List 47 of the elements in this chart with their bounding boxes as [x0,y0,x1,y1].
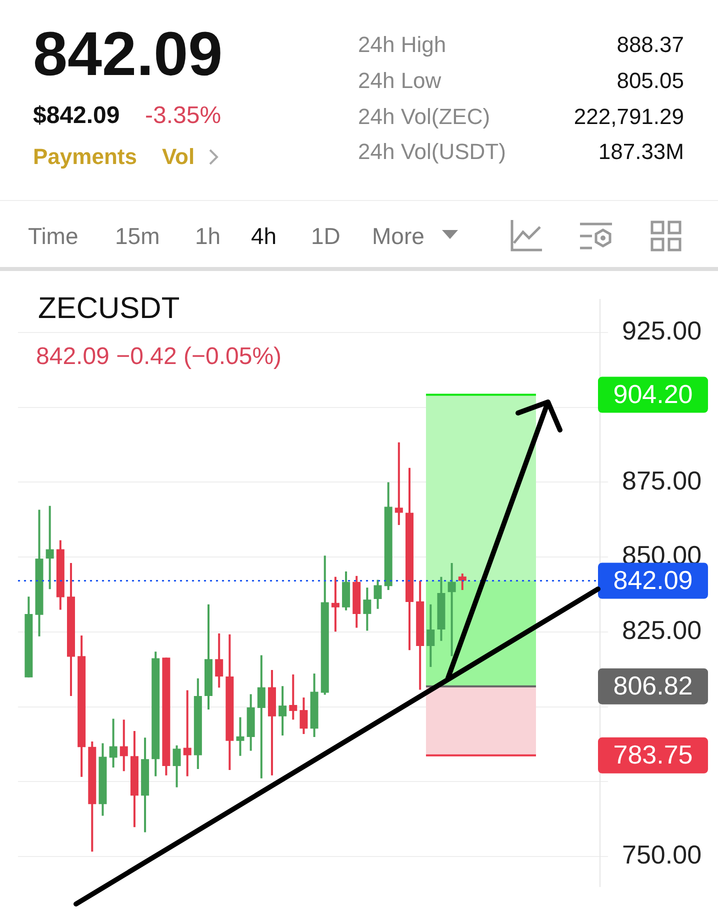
candlestick [300,696,308,736]
text: -3.35% [145,102,222,129]
text: Vol [162,144,195,169]
candlestick [172,744,181,788]
ref-line-label: 806.82 [613,670,693,701]
y-tick-label: 750.00 [622,840,702,870]
chart-title: ZECUSDT [38,292,180,325]
text: 24h High [358,32,446,57]
ref-line-label: 904.20 [613,378,693,409]
candlestick [257,654,266,780]
candlestick [374,578,382,610]
candlestick [46,504,54,590]
text: 187.33M [598,139,684,164]
text: 24h Low [358,68,442,93]
text: $842.09 [33,102,120,129]
text: More [372,223,424,249]
y-tick-label: 925.00 [622,316,702,346]
candlestick [363,586,372,632]
candlestick [458,572,466,592]
candlestick [109,718,118,769]
candlestick [331,576,340,633]
text: Time [28,223,78,249]
text: 24h Vol(ZEC) [358,104,490,129]
candlestick [183,689,192,778]
candlestick [394,441,403,526]
text: Payments [33,144,137,169]
text: 1D [311,223,340,249]
text: 842.09 [33,20,223,89]
y-tick-label: 875.00 [622,465,702,496]
text: 222,791.29 [574,104,684,129]
ref-line-label: 842.09 [613,564,693,595]
y-tick-label: 825.00 [622,615,702,646]
text: 1h [195,223,221,249]
candlestick [278,685,287,737]
text: 15m [115,223,160,249]
candlestick [448,562,456,658]
text: 842.09 −0.42 (−0.05%) [36,343,282,370]
text: 4h [251,223,277,249]
text: 24h Vol(USDT) [358,139,506,164]
text: 888.37 [616,32,684,57]
candlestick [236,716,244,757]
ref-line-label: 783.75 [613,740,693,770]
candlestick [215,632,224,689]
candlestick [289,673,298,721]
candlestick [426,603,435,668]
candlestick [120,718,128,772]
text: 805.05 [616,68,684,93]
